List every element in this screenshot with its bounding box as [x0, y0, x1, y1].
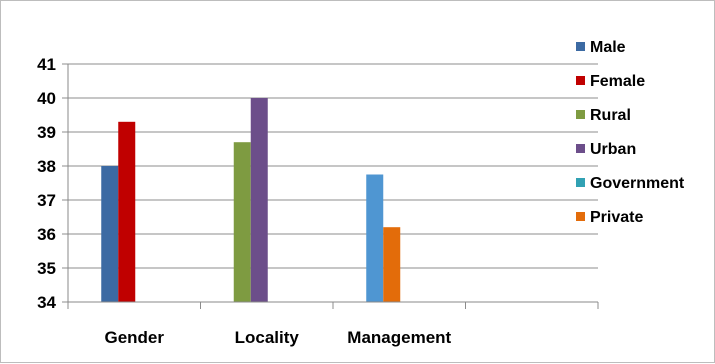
x-category-label: Locality	[235, 328, 300, 347]
grid-lines	[62, 63, 599, 309]
legend-swatch-private	[576, 212, 585, 221]
legend-swatch-government	[576, 178, 585, 187]
legend: Male Female Rural Urban Government Private	[576, 39, 685, 226]
bar-male	[101, 166, 119, 302]
legend-swatch-female	[576, 76, 585, 85]
legend-label-urban: Urban	[590, 141, 636, 158]
legend-label-rural: Rural	[590, 107, 631, 124]
y-tick-labels: 34 35 36 37 38 39 40 41	[37, 55, 56, 312]
legend-swatch-rural	[576, 110, 585, 119]
y-tick-label: 40	[37, 89, 56, 108]
bar-private	[383, 227, 401, 302]
legend-label-male: Male	[590, 39, 626, 56]
bar-rural	[233, 142, 251, 302]
y-tick-label: 39	[37, 123, 56, 142]
legend-swatch-male	[576, 42, 585, 51]
bar-government	[366, 174, 384, 302]
x-category-labels: Gender Locality Management	[104, 328, 451, 347]
x-category-label: Management	[347, 328, 451, 347]
y-tick-label: 34	[37, 293, 56, 312]
legend-label-government: Government	[590, 175, 685, 192]
y-tick-label: 41	[37, 55, 56, 74]
y-tick-label: 36	[37, 225, 56, 244]
x-category-label: Gender	[104, 328, 164, 347]
axes	[67, 64, 598, 303]
bar-urban	[250, 98, 268, 302]
legend-label-private: Private	[590, 209, 643, 226]
legend-swatch-urban	[576, 144, 585, 153]
y-tick-label: 37	[37, 191, 56, 210]
bar-female	[118, 121, 136, 302]
bars	[101, 98, 401, 302]
legend-label-female: Female	[590, 73, 645, 90]
y-tick-label: 38	[37, 157, 56, 176]
y-tick-label: 35	[37, 259, 56, 278]
